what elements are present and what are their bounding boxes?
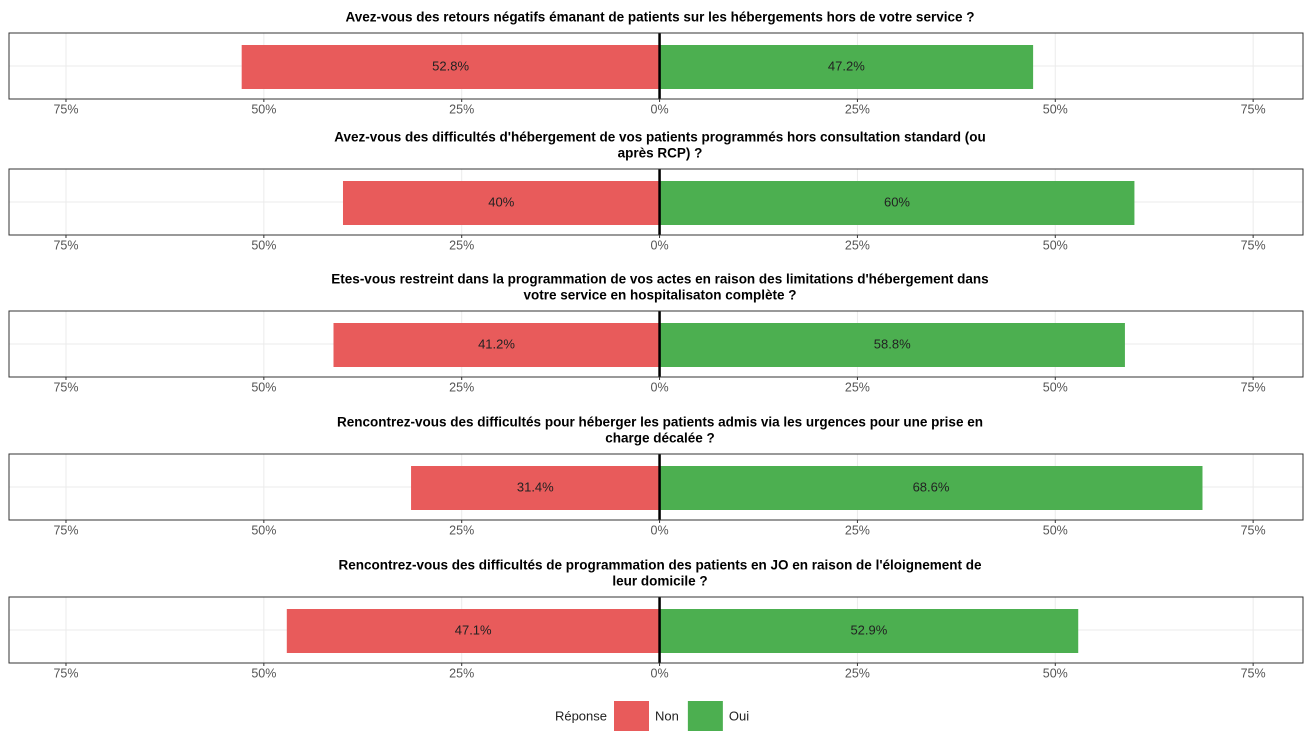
legend-swatch	[687, 701, 723, 731]
x-tick-label: 25%	[449, 523, 474, 537]
bar	[241, 45, 660, 89]
panel-border	[8, 310, 1304, 378]
chart-title: charge décalée ?	[605, 431, 715, 446]
x-tick-label: 75%	[53, 238, 78, 252]
chart-title: Rencontrez-vous des difficultés pour héb…	[337, 415, 983, 430]
x-tick-label: 25%	[845, 238, 870, 252]
chart-title: Etes-vous restreint dans la programmatio…	[331, 272, 988, 287]
bar	[286, 609, 660, 653]
x-tick-label: 75%	[1241, 238, 1266, 252]
x-tick-label: 50%	[251, 380, 276, 394]
x-tick-label: 0%	[651, 102, 669, 116]
x-tick-label: 0%	[651, 380, 669, 394]
x-tick-label: 25%	[845, 523, 870, 537]
chart-title: votre service en hospitalisaton complète…	[523, 288, 796, 303]
value-label: 58.8%	[874, 336, 911, 351]
x-tick-label: 50%	[251, 102, 276, 116]
bar	[333, 323, 660, 367]
value-label: 40%	[488, 194, 514, 209]
x-tick-label: 75%	[53, 380, 78, 394]
bar	[659, 323, 1125, 367]
x-tick-label: 25%	[845, 102, 870, 116]
value-label: 60%	[884, 194, 910, 209]
x-tick-label: 50%	[251, 666, 276, 680]
bar	[411, 466, 660, 510]
x-tick-label: 25%	[449, 380, 474, 394]
x-tick-label: 50%	[1043, 380, 1068, 394]
x-tick-label: 75%	[53, 666, 78, 680]
x-tick-label: 50%	[1043, 666, 1068, 680]
x-tick-label: 75%	[1241, 523, 1266, 537]
x-tick-label: 25%	[449, 102, 474, 116]
chart-title: leur domicile ?	[612, 574, 707, 589]
x-tick-label: 50%	[251, 238, 276, 252]
x-tick-label: 75%	[1241, 380, 1266, 394]
bar	[342, 181, 660, 225]
value-label: 47.2%	[828, 58, 865, 73]
x-tick-label: 75%	[1241, 666, 1266, 680]
value-label: 52.9%	[850, 622, 887, 637]
x-tick-label: 50%	[1043, 102, 1068, 116]
chart-title: Avez-vous des difficultés d'hébergement …	[334, 130, 986, 145]
x-tick-label: 50%	[1043, 523, 1068, 537]
x-tick-label: 25%	[449, 666, 474, 680]
bar	[659, 45, 1034, 89]
x-tick-label: 0%	[651, 523, 669, 537]
x-tick-label: 75%	[53, 523, 78, 537]
x-tick-label: 25%	[845, 666, 870, 680]
chart-title: après RCP) ?	[618, 146, 703, 161]
x-tick-label: 50%	[1043, 238, 1068, 252]
panel-border	[8, 32, 1304, 100]
legend-label: Non	[655, 708, 679, 723]
bar	[659, 609, 1079, 653]
legend-label: Oui	[729, 708, 749, 723]
panel-border	[8, 596, 1304, 664]
bar	[659, 466, 1203, 510]
legend-title: Réponse	[555, 708, 607, 723]
x-tick-label: 25%	[845, 380, 870, 394]
x-tick-label: 75%	[1241, 102, 1266, 116]
bar	[659, 181, 1135, 225]
chart-title: Avez-vous des retours négatifs émanant d…	[346, 10, 975, 25]
x-tick-label: 75%	[53, 102, 78, 116]
value-label: 41.2%	[478, 336, 515, 351]
x-tick-label: 0%	[651, 238, 669, 252]
legend-swatch	[614, 701, 649, 731]
x-tick-label: 50%	[251, 523, 276, 537]
x-tick-label: 25%	[449, 238, 474, 252]
x-tick-label: 0%	[651, 666, 669, 680]
panel-border	[8, 453, 1304, 521]
value-label: 47.1%	[455, 622, 492, 637]
value-label: 68.6%	[913, 479, 950, 494]
value-label: 31.4%	[517, 479, 554, 494]
panel-border	[8, 168, 1304, 236]
chart-title: Rencontrez-vous des difficultés de progr…	[338, 558, 982, 573]
value-label: 52.8%	[432, 58, 469, 73]
